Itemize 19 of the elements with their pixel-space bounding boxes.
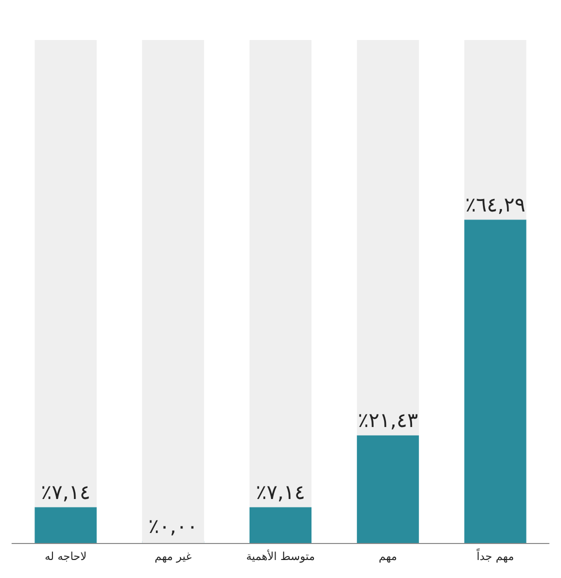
bar (464, 220, 526, 543)
bar (464, 40, 526, 220)
bar (34, 40, 97, 508)
data-label: ٪٧,١٤ (256, 480, 306, 504)
data-label: ٪٢١,٤٣ (358, 408, 418, 432)
data-label: ٪٠,٠٠ (148, 514, 198, 538)
bar (356, 435, 419, 543)
bar (356, 40, 419, 436)
data-label: ٪٧,١٤ (41, 480, 90, 504)
data-label: ٪٦٤,٢٩ (465, 192, 526, 217)
x-tick-label: متوسط الأهمية (246, 549, 315, 563)
bar (34, 507, 97, 543)
bar (142, 40, 204, 543)
x-tick-label: مهم (378, 550, 398, 563)
bar (250, 507, 312, 543)
x-tick-label: مهم جداً (476, 548, 514, 563)
x-tick-label: لاحاجه له (44, 550, 87, 563)
x-tick-label: غير مهم (154, 550, 192, 563)
bar (250, 40, 312, 508)
